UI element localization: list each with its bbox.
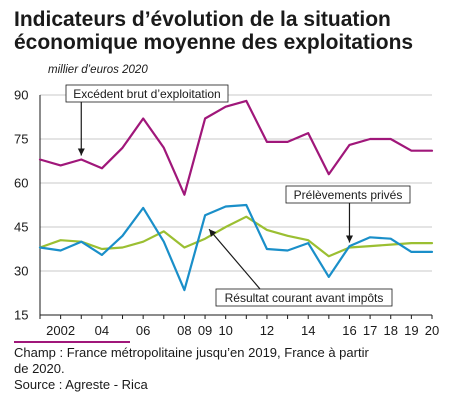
x-tick-label: 2002	[46, 323, 75, 338]
series-line-0	[38, 99, 434, 196]
x-tick-label: 12	[260, 323, 274, 338]
x-tick-label: 10	[218, 323, 232, 338]
label-rcai-text: Résultat courant avant impôts	[225, 291, 384, 305]
chart-title-line-2: économique moyenne des exploitations	[14, 31, 414, 54]
source-note: Source : Agreste - Rica	[14, 377, 148, 392]
arrow-rcai-head	[209, 229, 217, 237]
annotations: Excédent brut d’exploitation Prélèvements…	[65, 84, 411, 307]
label-rcai-box	[215, 288, 393, 307]
chart-notes: Champ : France métropolitaine jusqu’en 2…	[14, 345, 454, 393]
x-tick-label: 04	[95, 323, 109, 338]
y-tick-label: 60	[14, 176, 28, 191]
arrow-rcai-shaft	[208, 228, 261, 290]
chart-title-line-1: Indicateurs d’évolution de la situation	[14, 8, 391, 31]
axes: 15 30 45 60 75 90 2002 04 06 08 09 10 12 14 16 17 18 19 20	[14, 88, 439, 339]
series-lines	[38, 99, 434, 292]
x-tick-label: 20	[425, 323, 439, 338]
series-line-1	[38, 215, 434, 258]
notes-divider	[14, 341, 130, 343]
arrow-ebe-head	[77, 148, 85, 156]
x-tick-label: 14	[301, 323, 315, 338]
arrow-rcai	[208, 228, 261, 290]
y-tick-label: 15	[14, 308, 28, 323]
plot-frame	[39, 95, 432, 316]
line-chart: 15 30 45 60 75 90 2002 04 06 08 09 10 12 14 16 17 18 19 20…	[14, 84, 439, 339]
champ-note-line-1: Champ : France métropolitaine jusqu’en 2…	[14, 345, 369, 360]
x-tick-label: 19	[404, 323, 418, 338]
chart-title: Indicateurs d’évolution de la situation …	[14, 8, 454, 54]
label-prelevements: Prélèvements privés	[285, 185, 411, 204]
label-rcai: Résultat courant avant impôts	[215, 288, 393, 307]
arrow-prelevements-head	[346, 235, 353, 243]
y-tick-label: 90	[14, 88, 28, 103]
series-line-2	[38, 203, 434, 292]
y-tick-label: 45	[14, 220, 28, 235]
label-ebe-text: Excédent brut d’exploitation	[73, 87, 220, 101]
label-ebe: Excédent brut d’exploitation	[65, 84, 229, 103]
label-ebe-box	[65, 84, 229, 103]
x-tick-label: 17	[363, 323, 377, 338]
y-tick-label: 30	[14, 264, 28, 279]
x-tick-label: 06	[136, 323, 150, 338]
label-prelevements-box	[285, 185, 411, 204]
x-tick-label: 16	[342, 323, 356, 338]
label-prelevements-text: Prélèvements privés	[294, 188, 403, 202]
x-tick-label: 08	[177, 323, 191, 338]
grid	[40, 94, 432, 272]
y-tick-label: 75	[14, 132, 28, 147]
x-tick-label: 18	[384, 323, 398, 338]
unit-label: millier d’euros 2020	[48, 64, 148, 76]
x-tick-label: 09	[198, 323, 212, 338]
champ-note-line-2: de 2020.	[14, 361, 65, 376]
arrow-prelevements	[346, 203, 353, 243]
arrow-ebe	[77, 102, 85, 156]
